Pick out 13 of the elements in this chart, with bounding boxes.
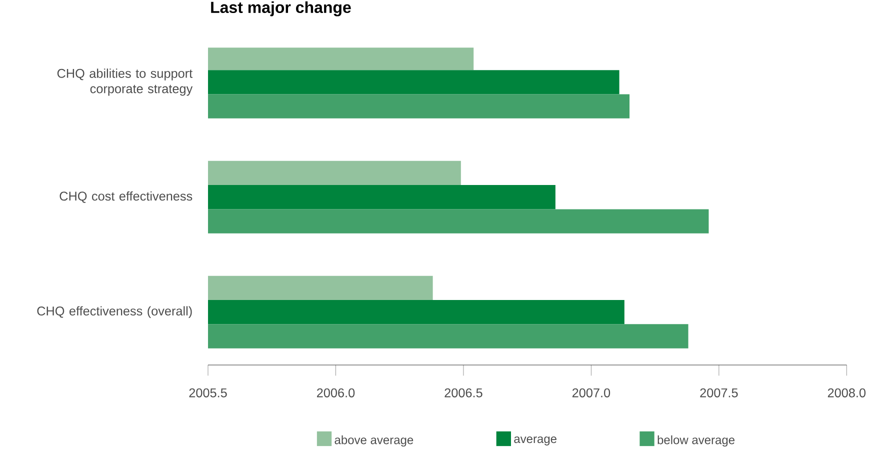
legend-label: below average (658, 435, 735, 447)
x-tick-label: 2006.0 (316, 388, 355, 398)
y-tick-label: CHQ abilities to support corporate strategy (57, 68, 193, 96)
y-tick-label: CHQ cost effectiveness (60, 191, 192, 203)
x-tick-label: 2006.5 (444, 388, 482, 398)
legend-label: average (514, 436, 556, 446)
x-tick-label: 2007.5 (700, 388, 738, 398)
x-tick-label: 2005.5 (189, 388, 227, 398)
x-tick-label: 2007.0 (572, 388, 610, 398)
chart-title: Last major change (211, 1, 351, 16)
legend-label: above average (334, 435, 414, 447)
x-tick-label: 2008.0 (828, 388, 866, 398)
y-tick-label: CHQ effectiveness (overall) (37, 306, 192, 318)
